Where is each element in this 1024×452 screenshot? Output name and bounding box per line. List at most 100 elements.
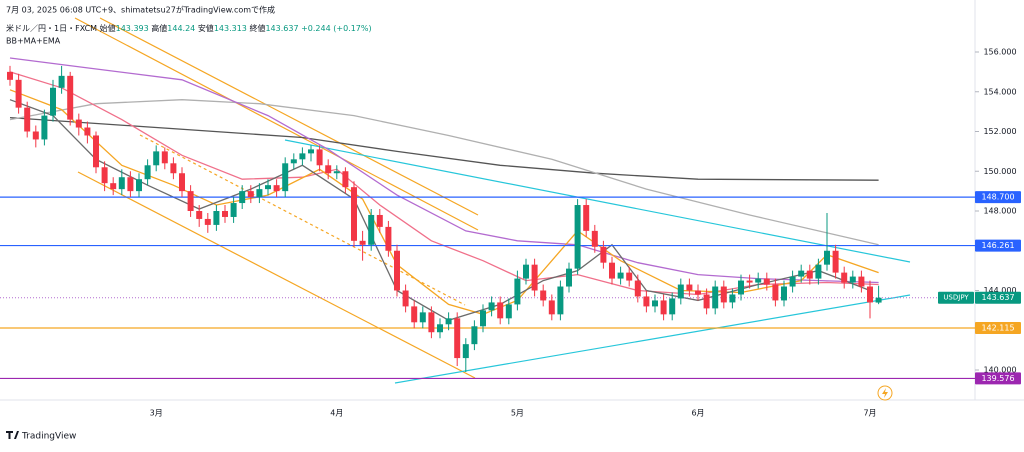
trend-line [284,139,911,263]
trend-line [77,171,476,379]
candle-body [213,211,220,225]
y-tick-label: 140.000 [983,366,1016,375]
candle-body [118,177,125,190]
candle-body [273,185,280,192]
ohlc-label: 高値 [151,23,167,33]
candle-body [428,312,435,333]
candle-body [471,326,478,345]
candle-body [695,290,701,295]
candle-body [7,71,13,80]
trend-line [99,17,479,216]
candle-body [282,163,289,192]
candle-body [402,290,409,307]
alert-icon [882,388,888,398]
candle-body [41,115,48,140]
level-label: 142.115 [981,323,1014,332]
candle-body [712,286,719,309]
change: +0.244 (+0.17%) [301,24,372,33]
candle-body [875,297,882,303]
level-label-box [975,372,1021,385]
candle-body [187,191,194,211]
candle-body [669,298,676,315]
candle-body [385,226,392,251]
candle-body [368,214,375,245]
candle-body [110,183,117,190]
trend-line [74,17,479,231]
logo [6,431,19,439]
candle-body [204,218,211,225]
candle-body [652,300,658,307]
candle-body [806,270,813,279]
candle-body [170,163,177,174]
y-tick-label: 144.000 [983,286,1016,295]
candle-body [359,240,366,245]
candle-body [376,214,383,227]
candle-body [84,127,91,136]
symbol: 米ドル／円・1日・FXCM [6,23,97,33]
candle-body [222,211,228,217]
candle-body [265,185,271,190]
price-label: 143.637 [981,293,1014,302]
candle-body [454,318,461,359]
candle-body [609,262,615,279]
candle-body [858,276,865,287]
candle-body [815,264,822,279]
candle-body [333,171,340,174]
y-tick-label: 148.000 [983,207,1016,216]
candle-body [720,286,727,303]
ohlc-label: 始値 [100,23,116,33]
candle-body [660,300,667,315]
candle-body [729,294,736,303]
candle-body [75,119,82,128]
indicator-line [9,57,879,284]
candle-body [316,149,323,166]
candle-body [488,302,495,311]
symbol-legend: 米ドル／円・1日・FXCM 始値143.393 高値144.24 安値143.3… [6,23,372,33]
candle-body [634,280,641,297]
candle-body [351,187,357,241]
candle-body [101,167,108,184]
candle-body [15,79,22,108]
indicators: BB+MA+EMA [6,37,61,46]
candle-body [686,284,693,291]
candle-body [841,272,848,283]
brand: TradingView [21,432,76,442]
candle-body [540,290,547,301]
candle-body [93,135,99,168]
created-note: 7月 03, 2025 06:08 UTC+9、shimatetsu27がTra… [6,5,275,15]
candle-body [548,300,555,315]
alert-icon [877,385,893,401]
candle-body [247,191,254,198]
trend-line [394,294,911,384]
level-label-box [975,321,1021,334]
candle-body [677,284,684,299]
candle-body [583,205,590,231]
candle-body [772,284,779,301]
candle-body [763,278,770,285]
candle-body [136,179,142,192]
indicator-line [9,99,879,246]
candle-body [299,153,306,160]
y-tick-label: 154.000 [983,87,1016,96]
candle-body [781,286,787,301]
level-label-box [975,239,1021,252]
candle-body [342,171,349,188]
candle-body [462,344,469,359]
symbol-label: USDJPY [943,294,969,302]
candle-body [824,250,830,265]
candle-body [153,151,160,166]
candle-body [445,318,452,325]
y-tick-label: 152.000 [983,127,1016,136]
candle-body [789,276,796,287]
ohlc-value: 143.393 [116,24,149,33]
candle-body [290,159,297,164]
candle-body [755,278,762,283]
y-tick-label: 156.000 [983,48,1016,57]
candle-body [566,268,572,287]
candle-body [643,296,650,307]
x-tick-label: 7月 [863,409,876,418]
candle-body [144,165,151,180]
candle-body [437,324,443,333]
ohlc-label: 終値 [249,23,265,33]
